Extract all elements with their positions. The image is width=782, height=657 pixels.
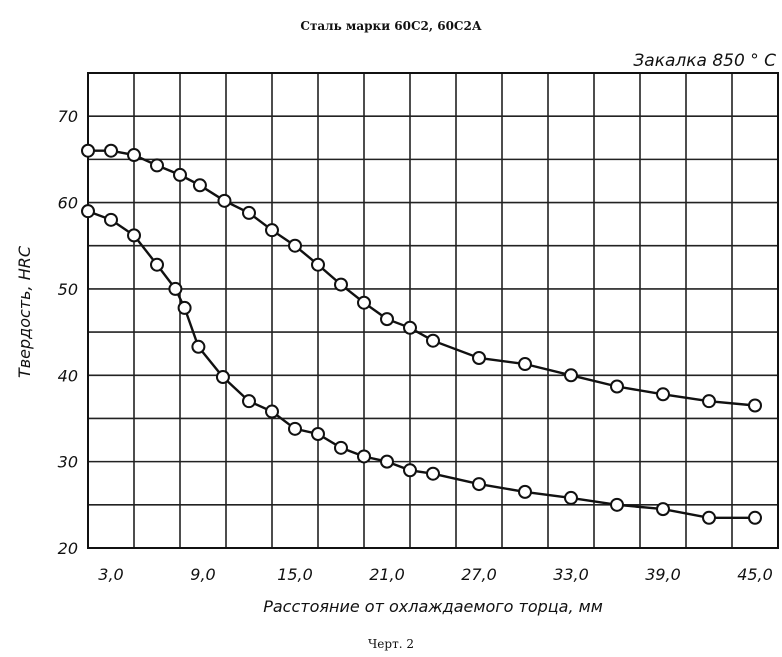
series-1-point (380, 312, 394, 327)
x-tick-label: 27,0 (461, 565, 497, 584)
series-2-point (127, 228, 141, 243)
x-tick-label: 21,0 (369, 565, 405, 584)
x-tick-label: 45,0 (737, 565, 773, 584)
x-tick-label: 9,0 (190, 565, 215, 584)
series-2-point (215, 370, 230, 384)
y-tick-label: 70 (58, 107, 78, 126)
series-1-point (357, 295, 371, 310)
y-axis-ticks: 20 30 40 50 60 70 (58, 107, 78, 558)
series-2-point (150, 257, 164, 272)
series-1-line (88, 149, 756, 407)
series-1-point (748, 398, 762, 413)
series-2-point (168, 281, 183, 296)
series-2-point (311, 427, 325, 441)
series-2-point (426, 466, 440, 481)
series-2-line (87, 210, 755, 519)
series-1-point (104, 143, 118, 158)
series-1-point (311, 257, 325, 272)
series-1-point (564, 368, 578, 383)
y-tick-label: 60 (58, 194, 78, 213)
x-tick-label: 39,0 (645, 565, 681, 584)
series-1-point (518, 357, 532, 372)
series-2-point (265, 404, 279, 419)
series-1-point (656, 387, 670, 402)
series-2-point (104, 212, 118, 227)
series-2-point (380, 454, 394, 469)
chart-title: Сталь марки 60С2, 60С2А (300, 19, 481, 33)
y-tick-label: 20 (58, 539, 78, 558)
series-1-point (610, 379, 624, 394)
series-1-point (242, 205, 256, 220)
figure-caption: Черт. 2 (368, 637, 414, 651)
series-2-point (656, 502, 670, 517)
series-1-point (288, 238, 302, 253)
x-tick-label: 3,0 (98, 565, 123, 584)
series-2-point (748, 510, 762, 525)
x-tick-label: 15,0 (277, 565, 313, 584)
series-1-point (702, 394, 716, 409)
series-1-point (192, 178, 207, 193)
series-1-point (403, 320, 417, 335)
series-2-point (702, 510, 716, 525)
series-2-point (177, 300, 192, 315)
series-1-point (426, 333, 440, 348)
x-axis-label: Расстояние от охлаждаемого торца, мм (263, 597, 603, 616)
series-2-point (518, 484, 532, 499)
series-2-point (610, 497, 624, 512)
series-2-point (81, 204, 95, 219)
series-1-point (150, 158, 164, 173)
y-tick-label: 30 (58, 453, 78, 472)
series-1-point (127, 148, 141, 163)
series-1-point (173, 167, 187, 182)
x-axis-ticks: 3,0 9,0 15,0 21,0 27,0 33,0 39,0 45,0 (98, 565, 773, 584)
series-group (81, 143, 762, 525)
y-axis-label: Твердость, HRC (15, 245, 34, 378)
series-2-point (472, 477, 486, 492)
quench-annotation: Закалка 850 ° С (633, 51, 776, 71)
series-1-point (472, 351, 486, 365)
series-2-point (564, 490, 578, 505)
series-2-point (288, 421, 302, 436)
y-tick-label: 50 (58, 280, 78, 299)
series-1-point (334, 277, 348, 292)
plot-frame (87, 72, 779, 549)
series-2-point (242, 394, 256, 409)
series-2-point (357, 449, 371, 464)
series-1-point (265, 223, 279, 238)
series-2-point (334, 440, 348, 455)
series-1-point (81, 143, 95, 158)
grid (87, 72, 779, 549)
series-1-point (217, 193, 232, 208)
series-2-point (191, 339, 206, 354)
x-tick-label: 33,0 (553, 565, 589, 584)
series-2-point (403, 463, 417, 478)
y-tick-label: 40 (58, 366, 78, 385)
